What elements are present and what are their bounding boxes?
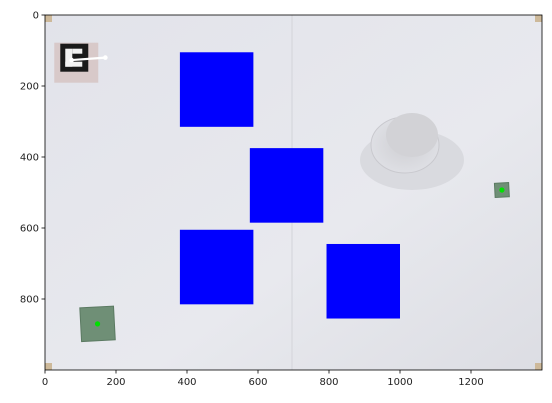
x-axis: 0 200 400 600 800 1000 1200 — [42, 370, 484, 388]
x-tick-label: 600 — [248, 377, 267, 388]
x-tick-label: 1200 — [458, 377, 483, 388]
blue-square-4 — [326, 243, 400, 319]
y-tick-label: 600 — [20, 224, 39, 235]
axes-frame — [44, 14, 543, 371]
marker-cell — [72, 48, 83, 54]
pointer-end-dot — [103, 55, 108, 60]
target-dot — [94, 321, 101, 327]
corner-marker — [535, 15, 542, 22]
round-object — [360, 113, 464, 190]
y-tick-label: 800 — [20, 295, 39, 306]
corner-marker — [535, 363, 542, 370]
camera-image — [45, 15, 542, 370]
marker-cell — [65, 48, 73, 67]
corner-marker — [45, 363, 52, 370]
blue-squares — [179, 52, 400, 319]
x-tick-label: 800 — [319, 377, 338, 388]
y-axis: 0 200 400 600 800 — [20, 11, 45, 306]
pointer-start-dot — [69, 57, 74, 63]
x-tick-label: 400 — [177, 377, 196, 388]
green-targets — [79, 182, 510, 343]
y-tick-label: 200 — [20, 82, 39, 93]
green-target-1 — [79, 305, 116, 343]
y-tick-label: 0 — [33, 11, 39, 22]
x-tick-label: 1000 — [387, 377, 412, 388]
green-target-2 — [493, 182, 510, 199]
marker-square — [60, 43, 89, 72]
blue-square-3 — [179, 229, 254, 305]
x-tick-label: 200 — [106, 377, 125, 388]
y-tick-label: 400 — [20, 153, 39, 164]
target-dot — [499, 187, 505, 193]
marker-cell — [65, 61, 83, 67]
blue-square-2 — [249, 148, 324, 223]
pointer-segment — [70, 56, 107, 62]
aruco-marker — [54, 42, 108, 83]
pointer-line — [69, 55, 108, 63]
x-tick-label: 0 — [42, 377, 48, 388]
corner-marker — [45, 15, 52, 22]
blue-square-1 — [179, 52, 254, 127]
